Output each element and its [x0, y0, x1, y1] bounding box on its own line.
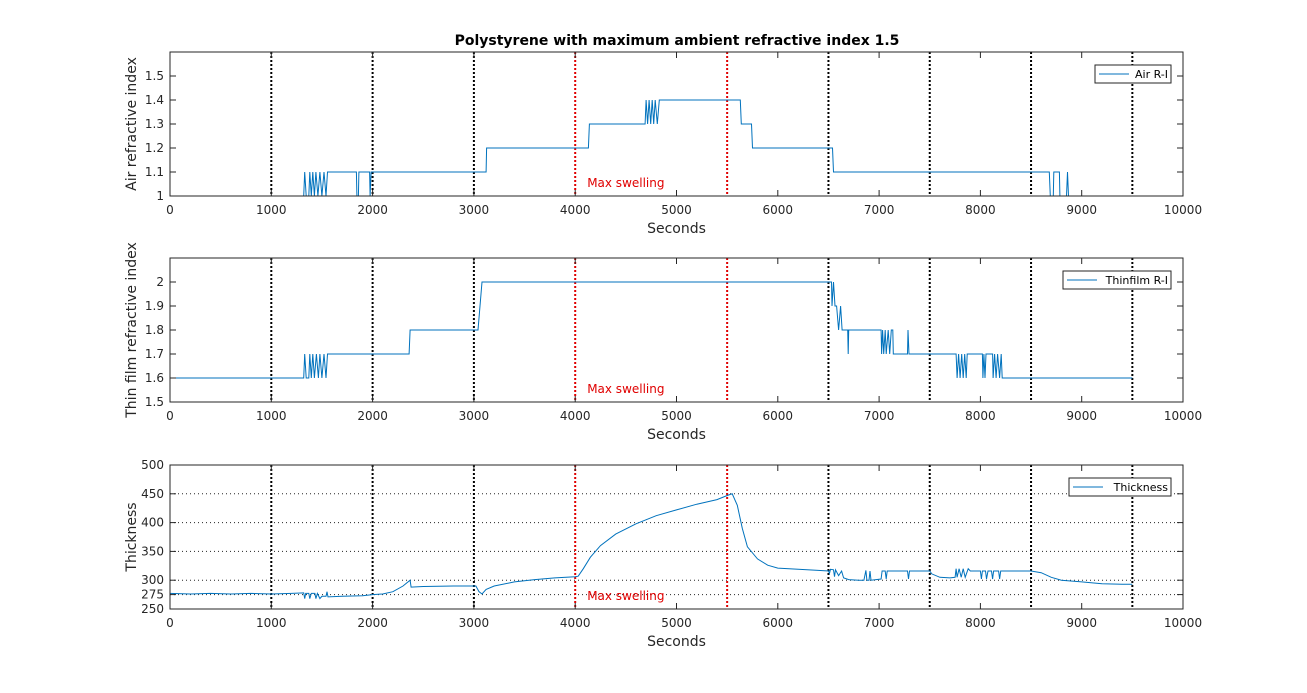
x-tick-label: 0	[166, 616, 174, 630]
x-tick-label: 3000	[459, 616, 490, 630]
x-tick-label: 1000	[256, 203, 287, 217]
x-tick-label: 5000	[661, 203, 692, 217]
x-tick-label: 6000	[763, 409, 794, 423]
plot-area	[170, 465, 1183, 609]
x-axis-label: Seconds	[647, 427, 706, 443]
legend-box	[1062, 270, 1172, 290]
y-tick-label: 1	[156, 189, 164, 203]
subplot-1: 0 1000 2000 3000 4000 5000 6000 7000 8000 9000 100…	[124, 51, 1202, 237]
y-axis-label: Thickness	[124, 502, 140, 572]
x-tick-label: 3000	[459, 203, 490, 217]
y-tick-label: 1.2	[145, 141, 164, 155]
x-tick-label: 10000	[1164, 409, 1202, 423]
x-tick-label: 4000	[560, 616, 591, 630]
legend: Thickness	[1068, 477, 1172, 497]
x-tick-label: 6000	[763, 203, 794, 217]
max-swelling-annotation: Max swelling	[587, 382, 664, 396]
x-tick-label: 4000	[560, 409, 591, 423]
x-tick-label: 1000	[256, 616, 287, 630]
legend-label: Air R-I	[1135, 68, 1168, 81]
x-tick-label: 7000	[864, 616, 895, 630]
legend-box	[1068, 477, 1172, 497]
legend: Thinfilm R-I	[1062, 270, 1172, 290]
subplot-2: 0 1000 2000 3000 4000 5000 6000 7000 8000 9000 100…	[124, 242, 1202, 443]
x-tick-label: 6000	[763, 616, 794, 630]
x-tick-label: 9000	[1066, 409, 1097, 423]
y-tick-label: 1.1	[145, 165, 164, 179]
x-tick-label: 10000	[1164, 203, 1202, 217]
x-axis-label: Seconds	[647, 634, 706, 650]
x-tick-label: 9000	[1066, 616, 1097, 630]
x-tick-label: 0	[166, 203, 174, 217]
chart-title: Polystyrene with maximum ambient refract…	[455, 33, 900, 49]
y-tick-label: 1.4	[145, 93, 164, 107]
x-tick-label: 5000	[661, 409, 692, 423]
x-tick-label: 1000	[256, 409, 287, 423]
y-tick-label: 1.7	[145, 347, 164, 361]
y-tick-label: 275	[141, 588, 164, 602]
x-tick-label: 8000	[965, 203, 996, 217]
y-axis-label: Thin film refractive index	[124, 242, 140, 419]
x-tick-label: 7000	[864, 203, 895, 217]
y-tick-label: 1.6	[145, 371, 164, 385]
x-tick-label: 5000	[661, 616, 692, 630]
max-swelling-annotation: Max swelling	[587, 589, 664, 603]
x-tick-label: 4000	[560, 203, 591, 217]
series-line-1	[170, 99, 1133, 197]
y-tick-label: 300	[141, 573, 164, 587]
x-tick-label: 2000	[357, 616, 388, 630]
legend-label: Thickness	[1113, 481, 1169, 494]
legend-label: Thinfilm R-I	[1105, 274, 1168, 287]
y-tick-label: 1.8	[145, 323, 164, 337]
max-swelling-annotation: Max swelling	[587, 176, 664, 190]
x-tick-label: 8000	[965, 409, 996, 423]
x-tick-label: 3000	[459, 409, 490, 423]
x-tick-label: 7000	[864, 409, 895, 423]
x-axis-label: Seconds	[647, 221, 706, 237]
y-tick-label: 350	[141, 544, 164, 558]
y-tick-label: 450	[141, 487, 164, 501]
series-line-2	[170, 281, 1133, 379]
series-line-3	[169, 493, 1133, 600]
x-tick-label: 10000	[1164, 616, 1202, 630]
x-tick-label: 2000	[357, 203, 388, 217]
y-tick-label: 2	[156, 275, 164, 289]
y-tick-label: 250	[141, 602, 164, 616]
y-tick-label: 500	[141, 458, 164, 472]
subplot-3: 0 1000 2000 3000 4000 5000 6000 7000 8000 9000 100…	[124, 458, 1202, 650]
legend: Air R-I	[1094, 64, 1172, 84]
y-tick-label: 1.9	[145, 299, 164, 313]
y-tick-label: 1.5	[145, 395, 164, 409]
y-tick-label: 1.5	[145, 69, 164, 83]
subplots: 0 1000 2000 3000 4000 5000 6000 7000 8000 9000 100…	[124, 51, 1202, 650]
x-tick-label: 2000	[357, 409, 388, 423]
y-tick-label: 1.3	[145, 117, 164, 131]
legend-box	[1094, 64, 1172, 84]
x-tick-label: 9000	[1066, 203, 1097, 217]
x-tick-label: 0	[166, 409, 174, 423]
y-axis-label: Air refractive index	[124, 57, 140, 191]
x-tick-label: 8000	[965, 616, 996, 630]
y-tick-label: 400	[141, 516, 164, 530]
